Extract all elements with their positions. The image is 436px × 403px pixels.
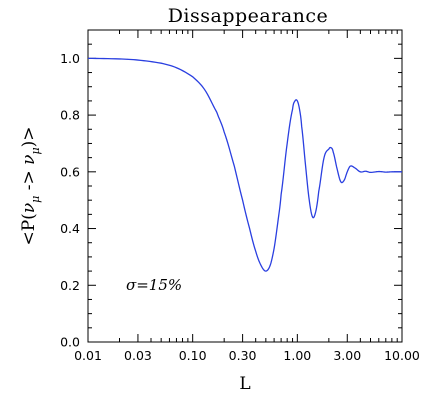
sigma-annotation: σ=15% [126, 276, 182, 294]
y-label-sub1: μ [29, 196, 42, 203]
x-tick-label: 0.10 [179, 348, 207, 363]
x-tick-label: 3.00 [333, 348, 361, 363]
y-axis-label: <P(νμ -> νμ)> [19, 126, 42, 245]
y-tick-label: 0.4 [60, 221, 80, 236]
chart-title: Dissappearance [168, 5, 329, 27]
series-line [87, 57, 402, 272]
x-tick-label: 1.00 [283, 348, 311, 363]
y-tick-labels: 0.0 0.2 0.4 0.6 0.8 1.0 [60, 51, 80, 350]
y-tick-label: 0.8 [60, 108, 80, 123]
y-label-close: )> [19, 126, 39, 147]
x-tick-label: 10.00 [384, 348, 420, 363]
axis-ticks [87, 29, 402, 343]
y-label-open: <P( [19, 213, 39, 245]
x-tick-labels: 0.01 0.03 0.10 0.30 1.00 3.00 10.00 [74, 348, 420, 363]
y-label-nu1: ν [19, 203, 39, 213]
y-label-arrow: -> [19, 165, 39, 196]
x-tick-label: 0.01 [74, 348, 102, 363]
plot-frame [87, 29, 403, 343]
y-tick-label: 0.0 [60, 335, 80, 350]
x-tick-label: 0.03 [124, 348, 152, 363]
x-axis-label: L [239, 374, 250, 394]
y-tick-label: 1.0 [60, 51, 80, 66]
x-tick-label: 0.30 [229, 348, 257, 363]
y-label-nu2: ν [19, 155, 39, 165]
y-label-sub2: μ [29, 147, 42, 154]
y-tick-label: 0.2 [60, 278, 80, 293]
y-tick-label: 0.6 [60, 164, 80, 179]
